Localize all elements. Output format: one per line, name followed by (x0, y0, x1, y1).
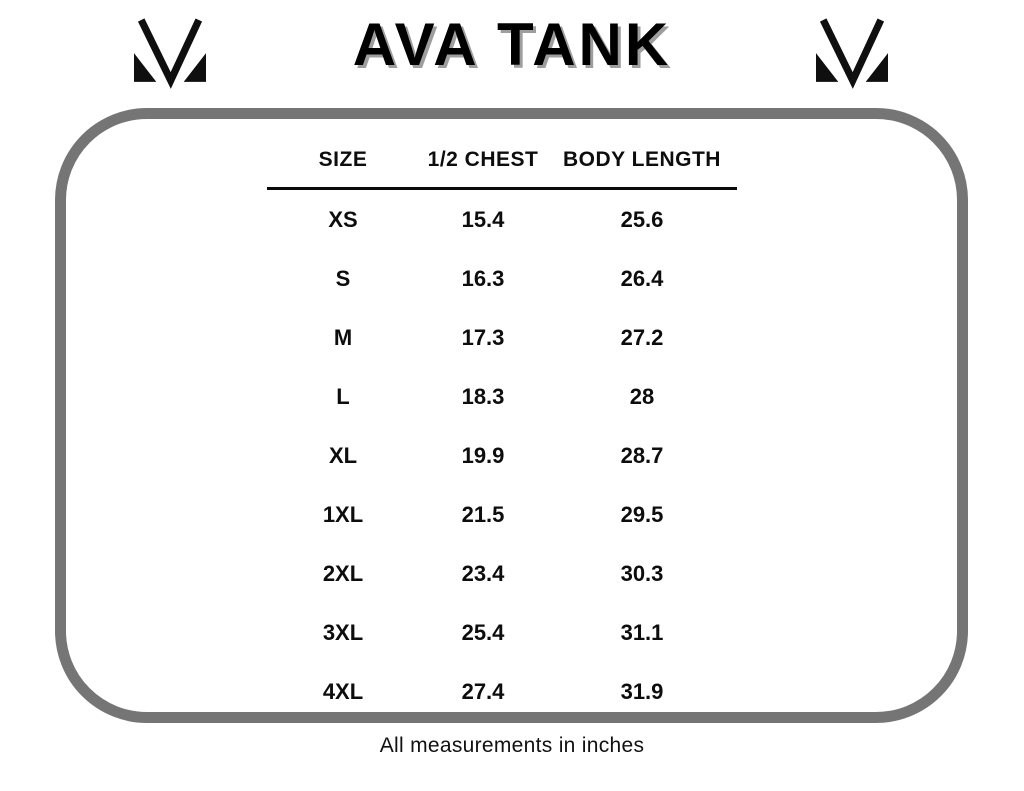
size-cell: XL (328, 442, 358, 468)
page-title: AVA TANK (352, 11, 672, 78)
body-length-cell: 29.5 (620, 501, 664, 527)
table-row: M 17.3 27.2 (267, 308, 737, 367)
table-header-row: SIZE 1/2 CHEST BODY LENGTH (267, 132, 737, 187)
table-row: 3XL 25.4 31.1 (267, 603, 737, 662)
measurements-footnote: All measurements in inches (379, 734, 645, 757)
mv-monogram-icon (816, 18, 888, 89)
body-length-cell: 31.1 (620, 619, 664, 645)
body-length-cell: 27.2 (620, 324, 664, 350)
size-cell: S (335, 265, 351, 291)
body-length-cell: 26.4 (620, 265, 664, 291)
half-chest-cell: 15.4 (461, 206, 505, 232)
size-cell: 3XL (322, 619, 364, 645)
table-row: L 18.3 28 (267, 367, 737, 426)
half-chest-cell: 17.3 (461, 324, 505, 350)
size-cell: 2XL (322, 560, 364, 586)
half-chest-cell: 19.9 (461, 442, 505, 468)
table-row: 1XL 21.5 29.5 (267, 485, 737, 544)
table-row: S 16.3 26.4 (267, 249, 737, 308)
body-length-cell: 28.7 (620, 442, 664, 468)
half-chest-cell: 16.3 (461, 265, 505, 291)
table-row: XS 15.4 25.6 (267, 190, 737, 249)
brand-logo-right (816, 18, 888, 94)
column-header-half-chest: 1/2 CHEST (427, 148, 539, 171)
table-row: 2XL 23.4 30.3 (267, 544, 737, 603)
table-header-divider (267, 187, 737, 190)
body-length-cell: 28 (629, 383, 655, 409)
size-table: SIZE 1/2 CHEST BODY LENGTH XS 15.4 25.6 … (267, 132, 737, 721)
table-row: XL 19.9 28.7 (267, 426, 737, 485)
column-header-body-length: BODY LENGTH (563, 148, 721, 171)
half-chest-cell: 23.4 (461, 560, 505, 586)
body-length-cell: 30.3 (620, 560, 664, 586)
column-header-size: SIZE (318, 148, 368, 171)
size-cell: 1XL (322, 501, 364, 527)
half-chest-cell: 25.4 (461, 619, 505, 645)
body-length-cell: 31.9 (620, 678, 664, 704)
size-chart-frame (55, 108, 968, 723)
brand-logo-left (134, 18, 206, 94)
half-chest-cell: 27.4 (461, 678, 505, 704)
size-cell: L (336, 383, 350, 409)
size-cell: XS (328, 206, 358, 232)
half-chest-cell: 18.3 (461, 383, 505, 409)
size-cell: 4XL (322, 678, 364, 704)
half-chest-cell: 21.5 (461, 501, 505, 527)
size-cell: M (333, 324, 353, 350)
table-body: XS 15.4 25.6 S 16.3 26.4 M 17.3 27.2 L 1… (267, 190, 737, 721)
mv-monogram-icon (134, 18, 206, 89)
table-row: 4XL 27.4 31.9 (267, 662, 737, 721)
body-length-cell: 25.6 (620, 206, 664, 232)
